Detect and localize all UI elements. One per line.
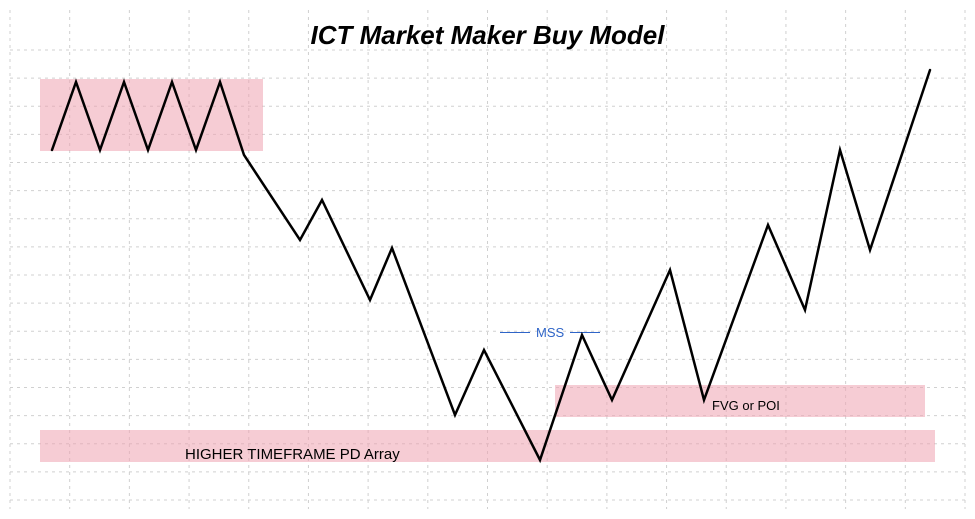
mss-line-left [500,332,530,333]
mss-line-right [570,332,600,333]
chart-container: ICT Market Maker Buy Model FVG or POI HIG… [0,0,975,519]
htf-pd-zone-label: HIGHER TIMEFRAME PD Array [185,446,400,463]
fvg-zone-label: FVG or POI [712,398,780,413]
chart-title: ICT Market Maker Buy Model [0,20,975,51]
htf-pd-zone [40,430,935,462]
mss-annotation: MSS [500,325,600,340]
consolidation-zone [40,79,263,151]
mss-label: MSS [536,325,564,340]
